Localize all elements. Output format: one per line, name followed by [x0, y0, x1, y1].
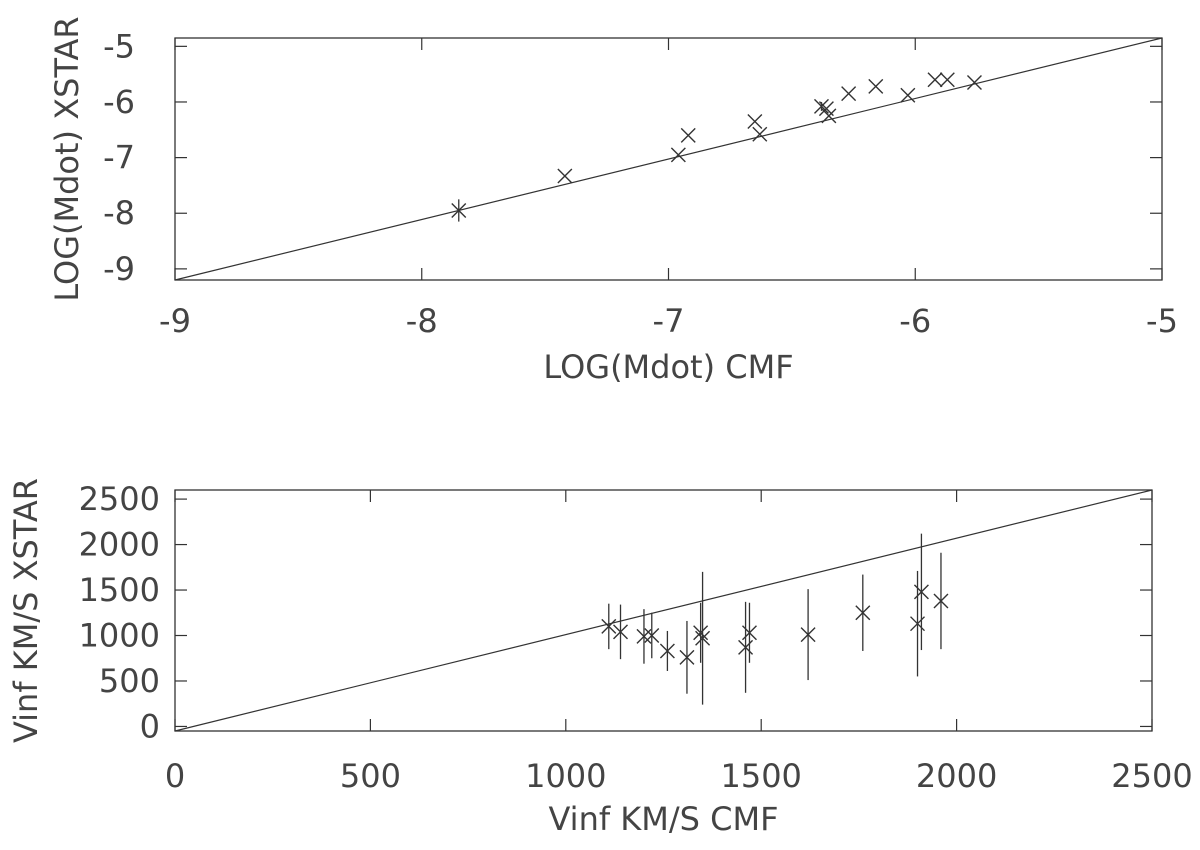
mdot-data-point — [557, 168, 573, 184]
vinf-data-point — [855, 605, 871, 621]
vinf-data-point — [738, 639, 754, 655]
vinf-y-tick-label: 500 — [99, 662, 160, 700]
vinf-x-tick-label: 2000 — [916, 757, 997, 795]
vinf-data-point — [644, 628, 660, 644]
mdot-x-tick-label: -8 — [406, 302, 438, 340]
mdot-data-point — [813, 98, 829, 114]
vinf-x-tick-label: 1500 — [720, 757, 801, 795]
mdot-data-point — [868, 78, 884, 94]
mdot-data-point — [900, 87, 916, 103]
mdot-x-tick-label: -7 — [653, 302, 685, 340]
vinf-data-point — [695, 630, 711, 646]
mdot-data-point — [821, 108, 837, 124]
mdot-x-axis-label: LOG(Mdot) CMF — [543, 348, 793, 386]
vinf-y-tick-label: 1000 — [79, 617, 160, 655]
vinf-y-tick-label: 2000 — [79, 526, 160, 564]
vinf-x-axis-label: Vinf KM/S CMF — [548, 800, 778, 838]
mdot-data-point — [966, 75, 982, 91]
mdot-data-point — [680, 127, 696, 143]
vinf-data-point — [800, 627, 816, 643]
mdot-y-axis-label: LOG(Mdot) XSTAR — [48, 16, 86, 301]
vinf-y-tick-label: 2500 — [79, 480, 160, 518]
vinf-data-point — [693, 625, 709, 641]
mdot-x-tick-label: -9 — [159, 302, 191, 340]
vinf-x-tick-label: 500 — [340, 757, 401, 795]
vinf-y-tick-label: 0 — [140, 707, 160, 745]
mdot-data-point — [927, 72, 943, 88]
mdot-y-tick-label: -6 — [103, 83, 135, 121]
mdot-data-point — [939, 72, 955, 88]
vinf-data-point — [679, 649, 695, 665]
vinf-reference-line — [174, 489, 1153, 732]
vinf-x-tick-label: 0 — [165, 757, 185, 795]
vinf-data-point — [613, 624, 629, 640]
mdot-y-tick-label: -8 — [103, 194, 135, 232]
mdot-data-point — [747, 113, 763, 129]
vinf-data-point — [601, 618, 617, 634]
mdot-data-point — [670, 147, 686, 163]
vinf-data-point — [933, 593, 949, 609]
mdot-x-tick-label: -5 — [1146, 302, 1178, 340]
vinf-y-axis-label: Vinf KM/S XSTAR — [7, 478, 45, 743]
vinf-data-point — [741, 625, 757, 641]
mdot-x-tick-label: -6 — [899, 302, 931, 340]
mdot-reference-line — [174, 37, 1163, 281]
vinf-x-tick-label: 2500 — [1111, 757, 1192, 795]
vinf-x-tick-label: 1000 — [525, 757, 606, 795]
mdot-data-point — [752, 126, 768, 142]
vinf-y-tick-label: 1500 — [79, 571, 160, 609]
mdot-data-point — [451, 202, 467, 218]
mdot-y-tick-label: -5 — [103, 27, 135, 65]
mdot-data-point — [841, 86, 857, 102]
vinf-plot-frame — [174, 489, 1153, 732]
vinf-data-point — [910, 616, 926, 632]
mdot-y-tick-label: -9 — [103, 250, 135, 288]
vinf-data-point — [659, 643, 675, 659]
mdot-y-tick-label: -7 — [103, 139, 135, 177]
mdot-panel: -9 -8 -7 -6 -5 -9 -8 -7 -6 -5 LOG(Mdot) CMF LOG(Mdo… — [48, 16, 1178, 386]
vinf-data-point — [913, 584, 929, 600]
vinf-panel: 0 500 1000 1500 2000 2500 0 500 1000 1500 2000 2500… — [7, 478, 1193, 838]
